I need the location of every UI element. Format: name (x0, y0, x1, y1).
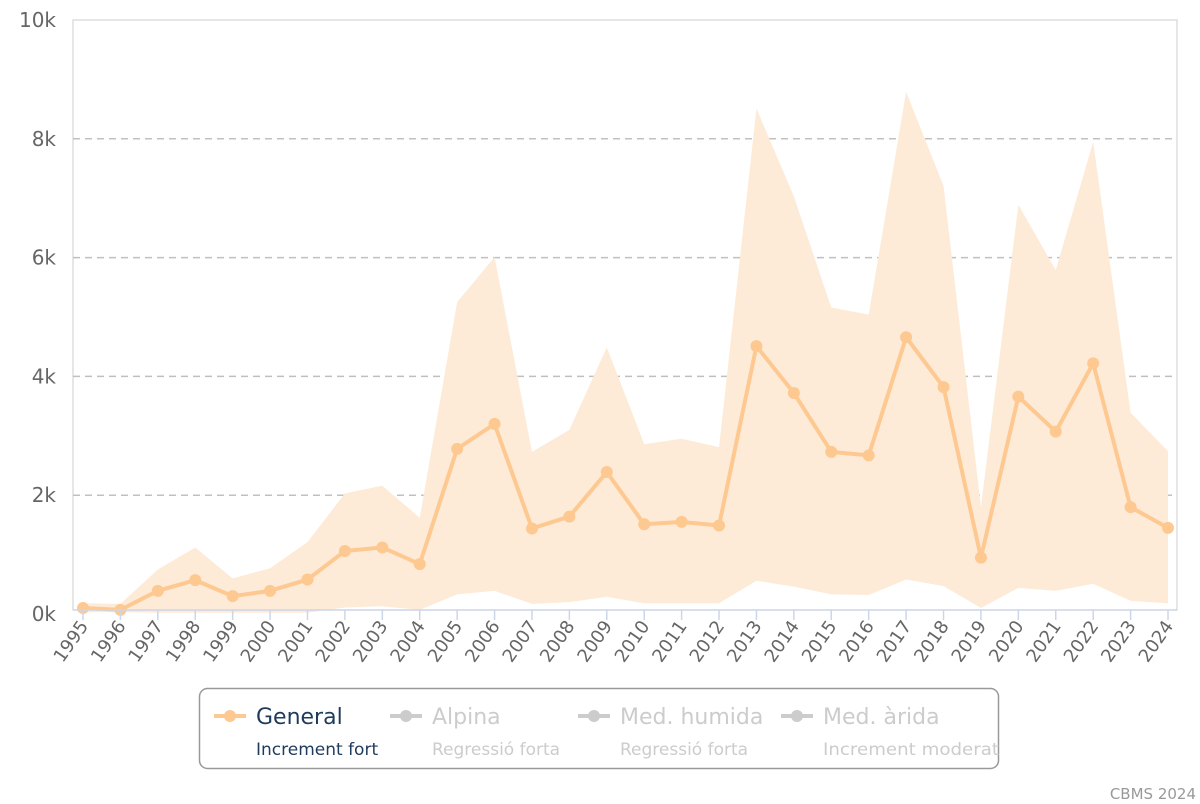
x-tick-label: 2014 (760, 617, 803, 667)
legend-box (198, 687, 1000, 770)
data-point[interactable] (451, 442, 464, 455)
legend-symbol-marker (791, 710, 803, 722)
y-axis: 0k 2k 4k 6k 8k 10k (19, 8, 56, 626)
data-point[interactable] (338, 545, 351, 558)
y-tick-label: 10k (19, 8, 56, 32)
x-tick-label: 2007 (499, 617, 542, 667)
y-tick-label: 8k (32, 127, 57, 151)
legend-item-alpina[interactable]: Alpina Regressió forta (390, 705, 560, 760)
legend-item-med-humida[interactable]: Med. humida Regressió forta (578, 705, 763, 760)
x-tick-label: 2005 (424, 617, 467, 667)
data-point[interactable] (638, 518, 651, 531)
data-point[interactable] (937, 381, 950, 394)
y-tick-label: 2k (32, 483, 57, 507)
x-tick-label: 2004 (386, 617, 429, 667)
data-point[interactable] (787, 387, 800, 400)
x-tick-label: 1997 (124, 617, 167, 667)
data-point[interactable] (77, 602, 89, 615)
x-tick-label: 2016 (835, 617, 878, 667)
data-point[interactable] (413, 558, 426, 571)
x-tick-label: 2000 (237, 617, 280, 667)
data-point[interactable] (675, 515, 688, 528)
data-point[interactable] (1162, 521, 1174, 534)
legend-item-label: Med. àrida (823, 705, 940, 730)
x-tick-label: 2006 (461, 617, 504, 667)
data-point[interactable] (189, 574, 202, 587)
x-tick-label: 2017 (873, 617, 916, 667)
data-point[interactable] (376, 541, 389, 554)
x-tick-label: 2008 (536, 617, 579, 667)
legend: General Increment fort Alpina Regressió … (198, 687, 1000, 770)
range-band-layer (83, 91, 1168, 613)
data-point[interactable] (900, 331, 913, 344)
x-tick-label: 2015 (798, 617, 841, 667)
data-point[interactable] (525, 522, 538, 535)
legend-item-trend: Regressió forta (620, 740, 748, 760)
series-layer (77, 331, 1174, 616)
x-tick-label: 2011 (648, 617, 691, 667)
x-tick-label: 2010 (611, 617, 654, 667)
legend-item-label: Med. humida (620, 705, 763, 730)
legend-item-trend: Increment moderat (823, 740, 999, 760)
legend-item-label: Alpina (432, 705, 501, 730)
x-tick-label: 2009 (573, 617, 616, 667)
x-tick-label: 1996 (87, 617, 130, 667)
data-point[interactable] (974, 551, 987, 564)
data-point[interactable] (301, 573, 314, 586)
credits-label[interactable]: CBMS 2024 (1110, 785, 1196, 803)
x-tick-label: 2019 (948, 617, 991, 667)
data-point[interactable] (825, 445, 838, 458)
x-tick-label: 2012 (686, 617, 729, 667)
data-point[interactable] (713, 519, 726, 532)
data-point[interactable] (1012, 390, 1025, 403)
legend-symbol-marker (224, 710, 236, 722)
x-tick-label: 2020 (985, 617, 1028, 667)
x-tick-label: 2022 (1060, 617, 1103, 667)
x-tick-label: 2024 (1135, 617, 1178, 667)
legend-item-med-arida[interactable]: Med. àrida Increment moderat (781, 705, 999, 760)
data-point[interactable] (151, 584, 164, 597)
x-tick-label: 1999 (199, 617, 242, 667)
x-tick-label: 2003 (349, 617, 392, 667)
data-point[interactable] (750, 340, 763, 353)
data-point[interactable] (563, 510, 576, 523)
range-band (83, 91, 1168, 613)
x-tick-label: 2013 (723, 617, 766, 667)
x-tick-label: 1998 (162, 617, 205, 667)
series-line (82, 335, 1169, 612)
y-tick-label: 6k (32, 246, 57, 270)
legend-item-trend: Regressió forta (432, 740, 560, 760)
data-point[interactable] (488, 417, 501, 430)
data-point[interactable] (1124, 501, 1137, 514)
data-point[interactable] (226, 590, 239, 603)
y-tick-label: 4k (32, 364, 57, 388)
data-point[interactable] (600, 466, 613, 479)
data-point[interactable] (1087, 357, 1100, 370)
x-axis: 1995199619971998199920002001200220032004… (50, 609, 1178, 667)
x-tick-label: 2001 (274, 617, 317, 667)
legend-item-trend: Increment fort (256, 740, 378, 760)
data-point[interactable] (264, 584, 277, 597)
x-tick-label: 2018 (910, 617, 953, 667)
x-tick-label: 2023 (1097, 617, 1140, 667)
y-tick-label: 0k (32, 602, 57, 626)
x-tick-label: 1995 (50, 617, 93, 667)
legend-symbol-marker (400, 710, 412, 722)
data-point[interactable] (862, 449, 875, 462)
legend-symbol-marker (588, 710, 600, 722)
x-tick-label: 2021 (1022, 617, 1065, 667)
data-point[interactable] (1049, 425, 1062, 438)
legend-item-general[interactable]: General Increment fort (214, 705, 378, 760)
x-tick-label: 2002 (312, 617, 355, 667)
legend-item-label: General (256, 705, 343, 730)
